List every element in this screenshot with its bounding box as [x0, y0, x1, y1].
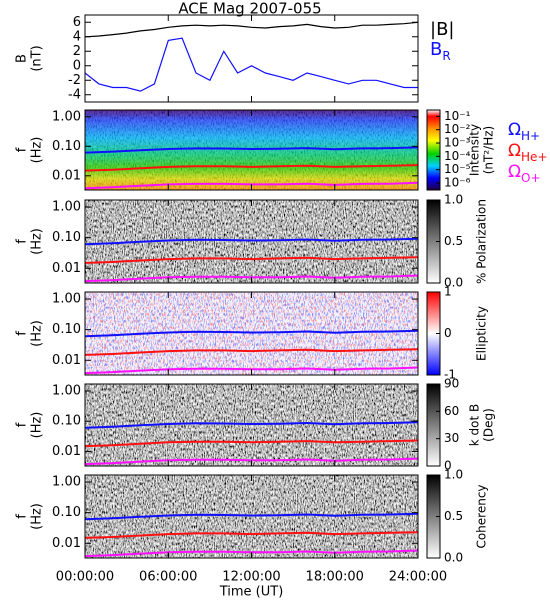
- x-tick-label: 12:00:00: [222, 570, 280, 585]
- legend-entry: BR: [430, 39, 451, 63]
- y-axis-label: (Hz): [30, 412, 45, 439]
- y-tick-label: 2: [73, 44, 81, 59]
- y-tick-label: 1.00: [52, 200, 81, 215]
- y-tick-label: 0.01: [52, 444, 81, 459]
- colorbar-tick-label: 1.0: [444, 193, 463, 207]
- data-line: [85, 146, 418, 154]
- y-axis-label: (nT): [30, 45, 45, 71]
- y-tick-label: -2: [68, 73, 81, 88]
- colorbar-tick-label: 0: [444, 326, 452, 340]
- data-line: [85, 237, 418, 246]
- data-line: [85, 256, 418, 264]
- x-axis-label: Time (UT): [219, 585, 284, 600]
- colorbar-tick-label: 0.0: [444, 551, 463, 565]
- colorbar-tick-label: 60: [444, 404, 459, 418]
- y-tick-label: 1.00: [52, 109, 81, 124]
- colorbar-tick-label: 10⁻³: [444, 136, 471, 150]
- y-axis-label: (Hz): [30, 228, 45, 255]
- legend-entry: ΩH+: [508, 120, 540, 143]
- y-tick-label: 0.01: [52, 536, 81, 551]
- colorbar-tick-label: 10⁻¹: [444, 109, 471, 123]
- legend-subscript: R: [442, 49, 450, 63]
- legend-subscript: He+: [521, 150, 547, 164]
- y-axis-label: (Hz): [30, 137, 45, 164]
- colorbar-tick-label: 10⁻²: [444, 122, 471, 136]
- y-axis-label: f: [15, 147, 30, 152]
- data-line: [85, 329, 418, 338]
- x-tick-label: 06:00:00: [139, 570, 197, 585]
- data-line: [85, 512, 418, 521]
- colorbar: [426, 383, 441, 467]
- data-line: [85, 164, 418, 172]
- x-tick-label: 18:00:00: [306, 570, 364, 585]
- colorbar-tick-label: 10⁻⁶: [444, 176, 471, 190]
- y-tick-label: 0.10: [52, 414, 81, 429]
- legend-entry: |B|: [430, 19, 454, 40]
- data-line: [85, 531, 418, 539]
- colorbar-tick-label: 10⁻⁵: [444, 162, 471, 176]
- x-tick-label: 24:00:00: [389, 570, 447, 585]
- colorbar-tick-label: 30: [444, 431, 459, 445]
- y-tick-label: -4: [68, 87, 81, 102]
- colorbar-label: (Deg): [482, 408, 496, 442]
- legend-subscript: O+: [521, 171, 541, 185]
- y-axis-label: f: [15, 422, 30, 427]
- colorbar-label: Ellipticity: [475, 306, 489, 361]
- data-line: [85, 439, 418, 448]
- colorbar: [426, 109, 441, 191]
- colorbar-tick-label: -1: [444, 368, 456, 382]
- colorbar-tick-label: 0.5: [444, 234, 463, 248]
- y-tick-label: 0.10: [52, 139, 81, 154]
- colorbar-label: Intensity: [468, 124, 482, 176]
- y-tick-label: 0.10: [52, 230, 81, 245]
- colorbar-tick-label: 10⁻⁴: [444, 149, 471, 163]
- y-tick-label: 1.00: [52, 383, 81, 398]
- legend-subscript: H+: [521, 129, 540, 143]
- colorbar-tick-label: 1: [444, 285, 452, 299]
- y-tick-label: 0.10: [52, 505, 81, 520]
- colorbar-tick-label: 0: [444, 459, 452, 473]
- y-axis-label: B: [15, 54, 30, 63]
- legend-entry: ΩO+: [508, 162, 541, 185]
- y-axis-label: (Hz): [30, 503, 45, 530]
- plot-frame: [84, 14, 419, 103]
- colorbar-label: Coherency: [475, 484, 489, 548]
- data-line: [85, 37, 418, 92]
- y-tick-label: 0.01: [52, 353, 81, 368]
- y-tick-label: 0.01: [52, 168, 81, 183]
- y-tick-label: 4: [73, 29, 81, 44]
- y-tick-label: 1.00: [52, 292, 81, 307]
- colorbar-tick-label: 0.5: [444, 509, 463, 523]
- x-tick-label: 00:00:00: [56, 570, 114, 585]
- legend-entry: ΩHe+: [508, 141, 547, 164]
- data-line: [85, 421, 418, 429]
- data-line: [85, 21, 418, 38]
- y-tick-label: 6: [73, 15, 81, 30]
- y-axis-label: f: [15, 331, 30, 336]
- colorbar-label: (nT²/Hz): [482, 126, 496, 174]
- colorbar-tick-label: 1.0: [444, 468, 463, 482]
- y-tick-label: 0: [73, 58, 81, 73]
- colorbar-label: k dot B: [468, 404, 482, 446]
- colorbar-label: % Polarization: [475, 199, 489, 284]
- chart-title: ACE Mag 2007-055: [178, 0, 321, 18]
- y-axis-label: (Hz): [30, 320, 45, 347]
- colorbar-tick-label: 90: [444, 377, 459, 391]
- colorbar-tick-label: 0.0: [444, 276, 463, 290]
- y-axis-label: f: [15, 514, 30, 519]
- data-line: [85, 348, 418, 356]
- y-axis-label: f: [15, 239, 30, 244]
- y-tick-label: 0.01: [52, 261, 81, 276]
- y-tick-label: 1.00: [52, 475, 81, 490]
- y-tick-label: 0.10: [52, 322, 81, 337]
